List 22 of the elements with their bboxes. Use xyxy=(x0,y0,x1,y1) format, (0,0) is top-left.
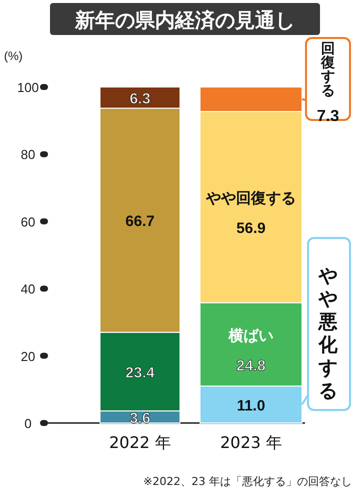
y-tick-label: 100 xyxy=(17,80,39,95)
y-tick-label: 60 xyxy=(20,214,36,230)
y-tick-label: 40 xyxy=(20,282,36,297)
x-tick-label: 2023 年 xyxy=(220,433,282,452)
chart-title: 新年の県内経済の見通し xyxy=(74,8,295,32)
data-label: 6.3 xyxy=(130,90,150,108)
series-label: やや回復する xyxy=(205,189,296,208)
data-label: 11.0 xyxy=(236,398,266,415)
y-tick-label: 20 xyxy=(20,348,36,364)
series-label: 横ばい xyxy=(228,326,274,344)
series-label: 回復する xyxy=(320,41,335,99)
x-tick-label: 2022 年 xyxy=(109,433,171,452)
data-label: 66.7 xyxy=(125,213,155,230)
text: ※2022、23 年は「悪化する」の回答なし xyxy=(143,475,352,488)
y-tick-label: 80 xyxy=(20,147,36,162)
y-tick-label: 0 xyxy=(24,416,32,431)
data-label: 56.9 xyxy=(236,220,266,238)
series-label: やや悪化する xyxy=(318,265,338,402)
data-label: 24.8 xyxy=(236,357,266,374)
y-axis-title: (%) xyxy=(4,49,23,63)
data-label: 23.4 xyxy=(125,364,156,382)
data-label: 3.6 xyxy=(130,410,150,427)
